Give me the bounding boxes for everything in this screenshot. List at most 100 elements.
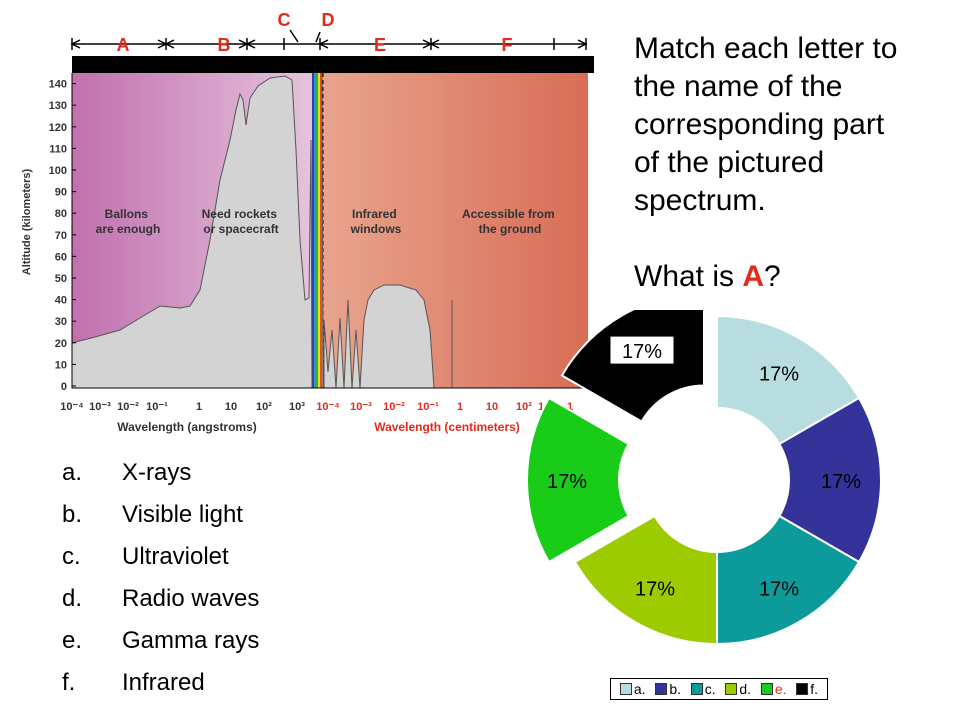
x-tick-label-centimeters: 10 xyxy=(486,401,498,413)
y-tick-label: 120 xyxy=(49,122,67,134)
atmosphere-absorption-left xyxy=(71,75,313,389)
region-label-b: B xyxy=(218,35,231,55)
legend-item-a: a. xyxy=(619,681,646,697)
legend-item-d: d. xyxy=(725,681,751,697)
y-tick-label: 0 xyxy=(61,381,67,393)
prompt-letter: A xyxy=(742,260,765,293)
x-tick-label-centimeters: 10⁻³ xyxy=(350,401,372,413)
x-tick-label-centimeters: 10⁻² xyxy=(383,401,405,413)
answer-option-a[interactable]: a. X-rays xyxy=(62,452,259,494)
option-letter: b. xyxy=(62,501,83,528)
option-letter: a. xyxy=(62,459,83,486)
donut-slice-label: 17% xyxy=(635,578,675,600)
option-letter: c. xyxy=(62,543,81,570)
answer-option-d[interactable]: d. Radio waves xyxy=(62,578,259,620)
donut-slice-label: 17% xyxy=(547,471,587,493)
legend-label: c. xyxy=(704,681,716,697)
x-tick-label-centimeters: 1 xyxy=(457,401,463,413)
x-tick-label-angstroms: 10 xyxy=(225,401,237,413)
option-text: Ultraviolet xyxy=(122,543,229,570)
question-text: Match each letter to the name of the cor… xyxy=(634,30,944,296)
x-tick-label-angstroms: 10⁻² xyxy=(117,401,139,413)
question-line: Match each letter to xyxy=(634,32,898,65)
question-line: of the pictured xyxy=(634,146,825,179)
donut-slice-b xyxy=(777,396,882,564)
y-tick-label: 140 xyxy=(49,79,67,91)
legend-swatch xyxy=(690,683,703,695)
x-tick-label-angstroms: 1 xyxy=(196,401,202,413)
donut-slice-f xyxy=(560,310,705,423)
donut-slice-d xyxy=(573,514,718,646)
y-axis-title: Altitude (kilometers) xyxy=(21,168,33,275)
zone-label-infrared: Infrared windows xyxy=(350,207,402,236)
legend-item-b: b. xyxy=(655,681,681,697)
legend-label: e. xyxy=(774,681,787,697)
donut-slice-label: 17% xyxy=(759,578,799,600)
spectrum-top-bar xyxy=(72,56,594,73)
x-tick-label-centimeters: 10² xyxy=(516,401,532,413)
option-text: Infrared xyxy=(122,669,205,696)
y-tick-label: 130 xyxy=(49,100,67,112)
y-tick-label: 30 xyxy=(55,316,67,328)
option-letter: e. xyxy=(62,627,83,654)
legend-swatch xyxy=(655,683,668,695)
donut-slice-label: 17% xyxy=(622,341,662,363)
region-arrows xyxy=(70,29,588,50)
y-tick-label: 10 xyxy=(55,359,67,371)
visible-light-strip xyxy=(312,73,322,388)
legend-label: b. xyxy=(669,681,681,697)
option-text: Radio waves xyxy=(122,585,260,612)
x-tick-label-centimeters: 1 xyxy=(567,401,573,413)
legend-label: f. xyxy=(810,681,819,697)
x-tick-label-centimeters: 10⁻¹ xyxy=(417,401,439,413)
legend-label: a. xyxy=(633,681,646,697)
x-axis-ticks-angstroms: 10⁻⁴ 10⁻³ 10⁻² 10⁻¹ 1 10 10² 10³ xyxy=(60,401,305,413)
donut-slice-e xyxy=(526,396,631,564)
region-label-a: A xyxy=(117,35,130,55)
prompt-suffix: ? xyxy=(764,260,781,293)
x-tick-label-angstroms: 10⁻⁴ xyxy=(60,401,83,413)
question-prompt: What is A? xyxy=(634,258,944,296)
region-label-c: C xyxy=(278,10,291,30)
slice-label-box xyxy=(609,335,675,365)
y-tick-label: 40 xyxy=(55,295,67,307)
option-text: Visible light xyxy=(122,501,243,528)
legend-label: d. xyxy=(739,681,752,697)
y-tick-label: 20 xyxy=(55,338,67,350)
y-axis-ticks: 0 10 20 30 40 50 60 70 80 90 100 110 120 130 140 xyxy=(49,79,76,393)
answer-option-e[interactable]: e. Gamma rays xyxy=(62,620,259,662)
x-tick-label-angstroms: 10³ xyxy=(289,401,305,413)
y-tick-label: 100 xyxy=(49,165,67,177)
zone-label-rockets: Need rockets or spacecraft xyxy=(202,207,281,236)
x-axis-label-angstroms: Wavelength (angstroms) xyxy=(117,420,257,434)
y-tick-label: 110 xyxy=(49,143,67,155)
y-tick-label: 50 xyxy=(55,273,67,285)
donut-slice-label: 17% xyxy=(759,364,799,386)
legend-item-e: e. xyxy=(760,681,787,697)
x-tick-label-angstroms: 10⁻³ xyxy=(89,401,111,413)
answer-option-c[interactable]: c. Ultraviolet xyxy=(62,536,259,578)
region-label-d: D xyxy=(322,10,335,30)
region-label-e: E xyxy=(374,35,386,55)
answer-options: a. X-rays b. Visible light c. Ultraviolet d… xyxy=(62,452,259,704)
x-tick-label-centimeters: 10⁻⁴ xyxy=(316,401,339,413)
zone-label-balloons: Ballons are enough xyxy=(96,207,161,236)
answer-option-b[interactable]: b. Visible light xyxy=(62,494,259,536)
response-donut-chart: 17% 17% 17% 17% 17% 17% xyxy=(526,310,882,646)
legend-swatch xyxy=(796,683,809,695)
answer-option-f[interactable]: f. Infrared xyxy=(62,662,259,704)
legend-swatch xyxy=(725,683,738,695)
y-tick-label: 70 xyxy=(55,230,67,242)
x-axis-label-centimeters: Wavelength (centimeters) xyxy=(374,420,520,434)
legend-swatch xyxy=(619,683,632,695)
option-letter: d. xyxy=(62,585,83,612)
legend-item-f: f. xyxy=(796,681,818,697)
zone-label-ground: Accessible from the ground xyxy=(462,207,558,236)
donut-slice-c xyxy=(716,514,861,646)
option-letter: f. xyxy=(62,669,76,696)
y-tick-label: 80 xyxy=(55,208,67,220)
spectrum-diagram: A B C D E F 0102030405060708090100110120… xyxy=(21,10,594,434)
option-text: X-rays xyxy=(122,459,192,486)
legend-item-c: c. xyxy=(690,681,716,697)
option-text: Gamma rays xyxy=(122,627,260,654)
